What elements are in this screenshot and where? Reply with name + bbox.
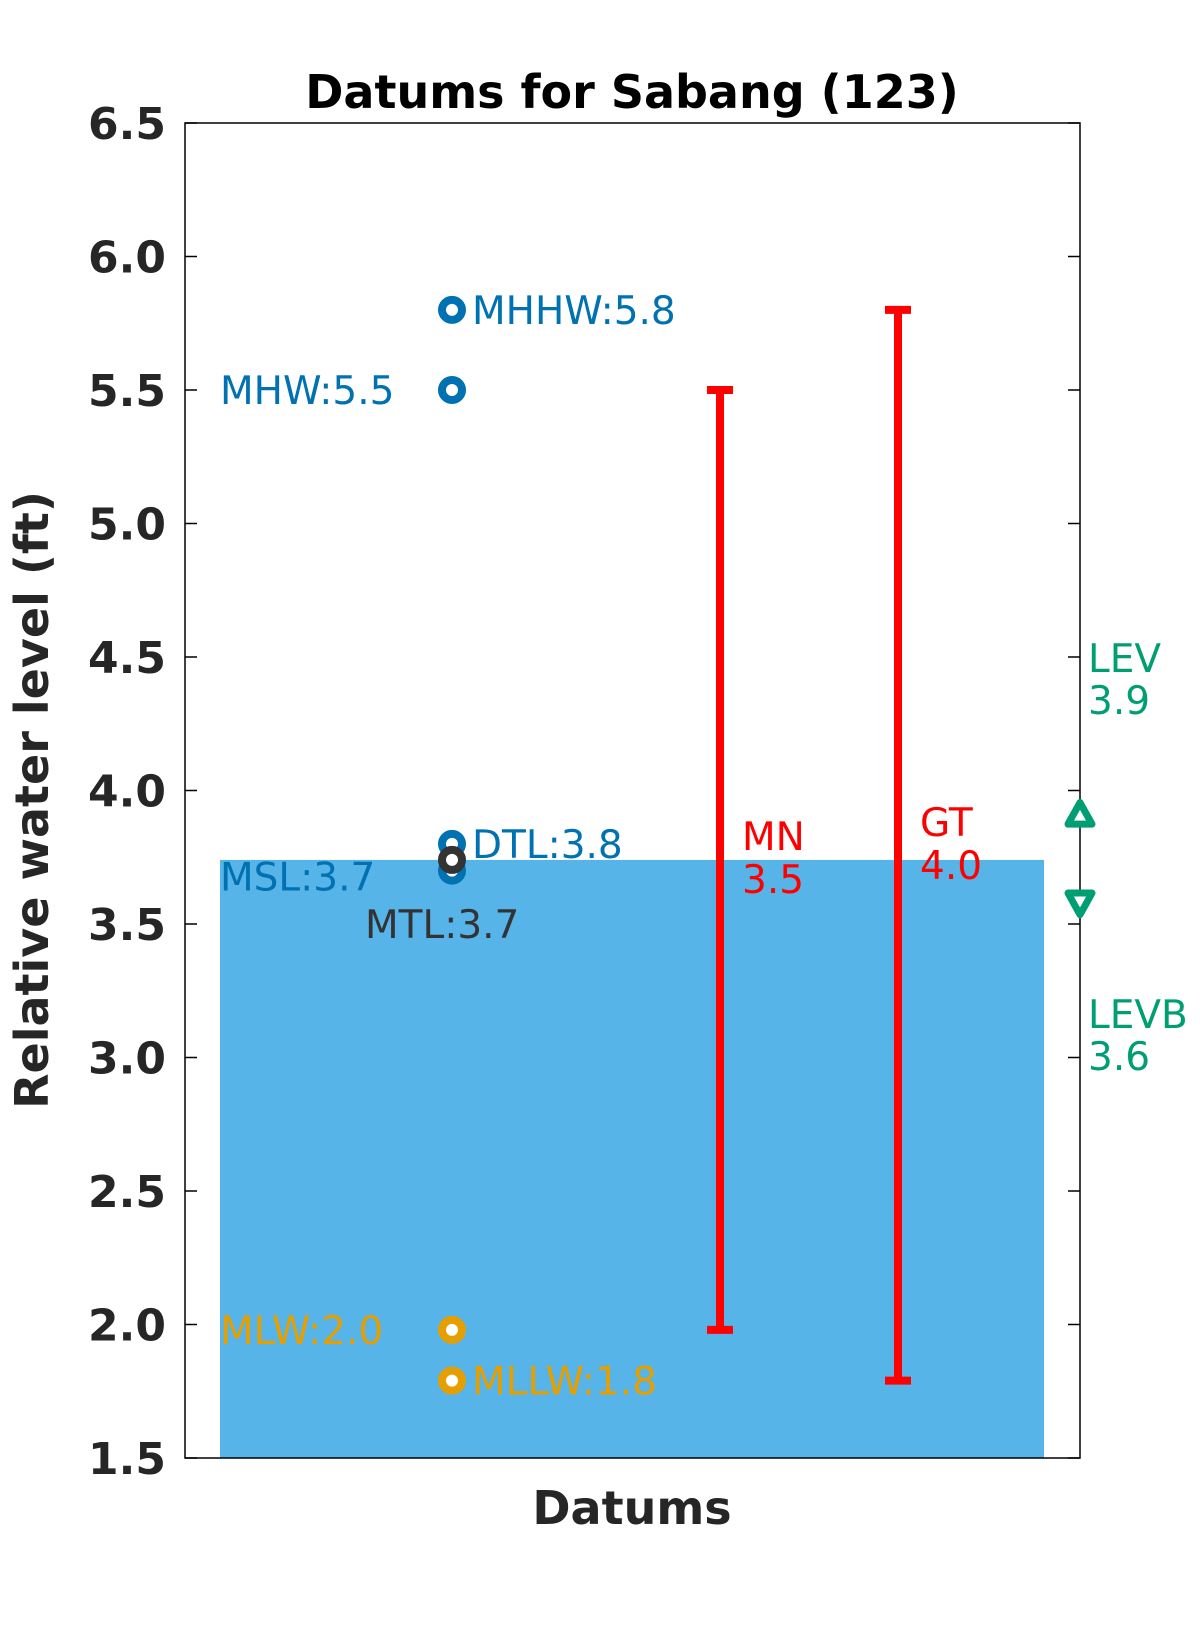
datum-label-mlw: MLW:2.0 [220,1309,383,1354]
x-axis-label: Datums [532,1481,731,1535]
range-value-mn: 3.5 [742,858,804,903]
y-tick-label: 3.0 [88,1034,166,1085]
datum-marker-mtl [438,845,466,874]
extreme-value-lev: 3.9 [1088,679,1150,724]
datum-label-msl: MSL:3.7 [220,856,375,901]
extreme-marker-lev [1064,799,1096,828]
datum-marker-mhhw [438,295,466,324]
y-axis-label: Relative water level (ft) [5,491,59,1109]
y-tick-label: 3.5 [88,900,166,951]
range-label-mn: MN [742,815,805,860]
datum-marker-mllw [438,1366,466,1395]
chart-title: Datums for Sabang (123) [305,65,959,119]
y-tick-label: 2.5 [88,1167,166,1218]
y-tick-label: 2.0 [88,1301,166,1352]
y-tick-label: 1.5 [88,1434,166,1485]
extreme-value-levb: 3.6 [1088,1035,1150,1080]
datum-marker-mhw [438,376,466,404]
datum-marker-mlw [438,1315,466,1344]
datum-label-mllw: MLLW:1.8 [472,1360,657,1405]
range-label-gt: GT [920,801,973,846]
range-value-gt: 4.0 [920,844,982,889]
extreme-label-lev: LEV [1088,637,1161,682]
y-tick-label: 4.5 [88,633,166,684]
extreme-label-levb: LEVB [1088,993,1188,1038]
datum-label-mhhw: MHHW:5.8 [472,289,676,334]
plot-area: 1.5 2.0 2.5 3.0 3.5 4.0 4.5 5.0 5.5 6.0 6.5 MHHW:5.… [88,99,1188,1485]
y-tick-label: 6.0 [88,233,166,284]
datum-label-mtl: MTL:3.7 [365,903,519,948]
datum-label-mhw: MHW:5.5 [220,369,394,414]
y-tick-label: 6.5 [88,99,166,150]
datum-label-dtl: DTL:3.8 [472,823,623,868]
y-tick-label: 5.5 [88,366,166,417]
msl-fill-bar [220,859,1044,1458]
extreme-marker-levb [1064,889,1096,919]
y-tick-label: 5.0 [88,500,166,551]
y-tick-label: 4.0 [88,767,166,818]
